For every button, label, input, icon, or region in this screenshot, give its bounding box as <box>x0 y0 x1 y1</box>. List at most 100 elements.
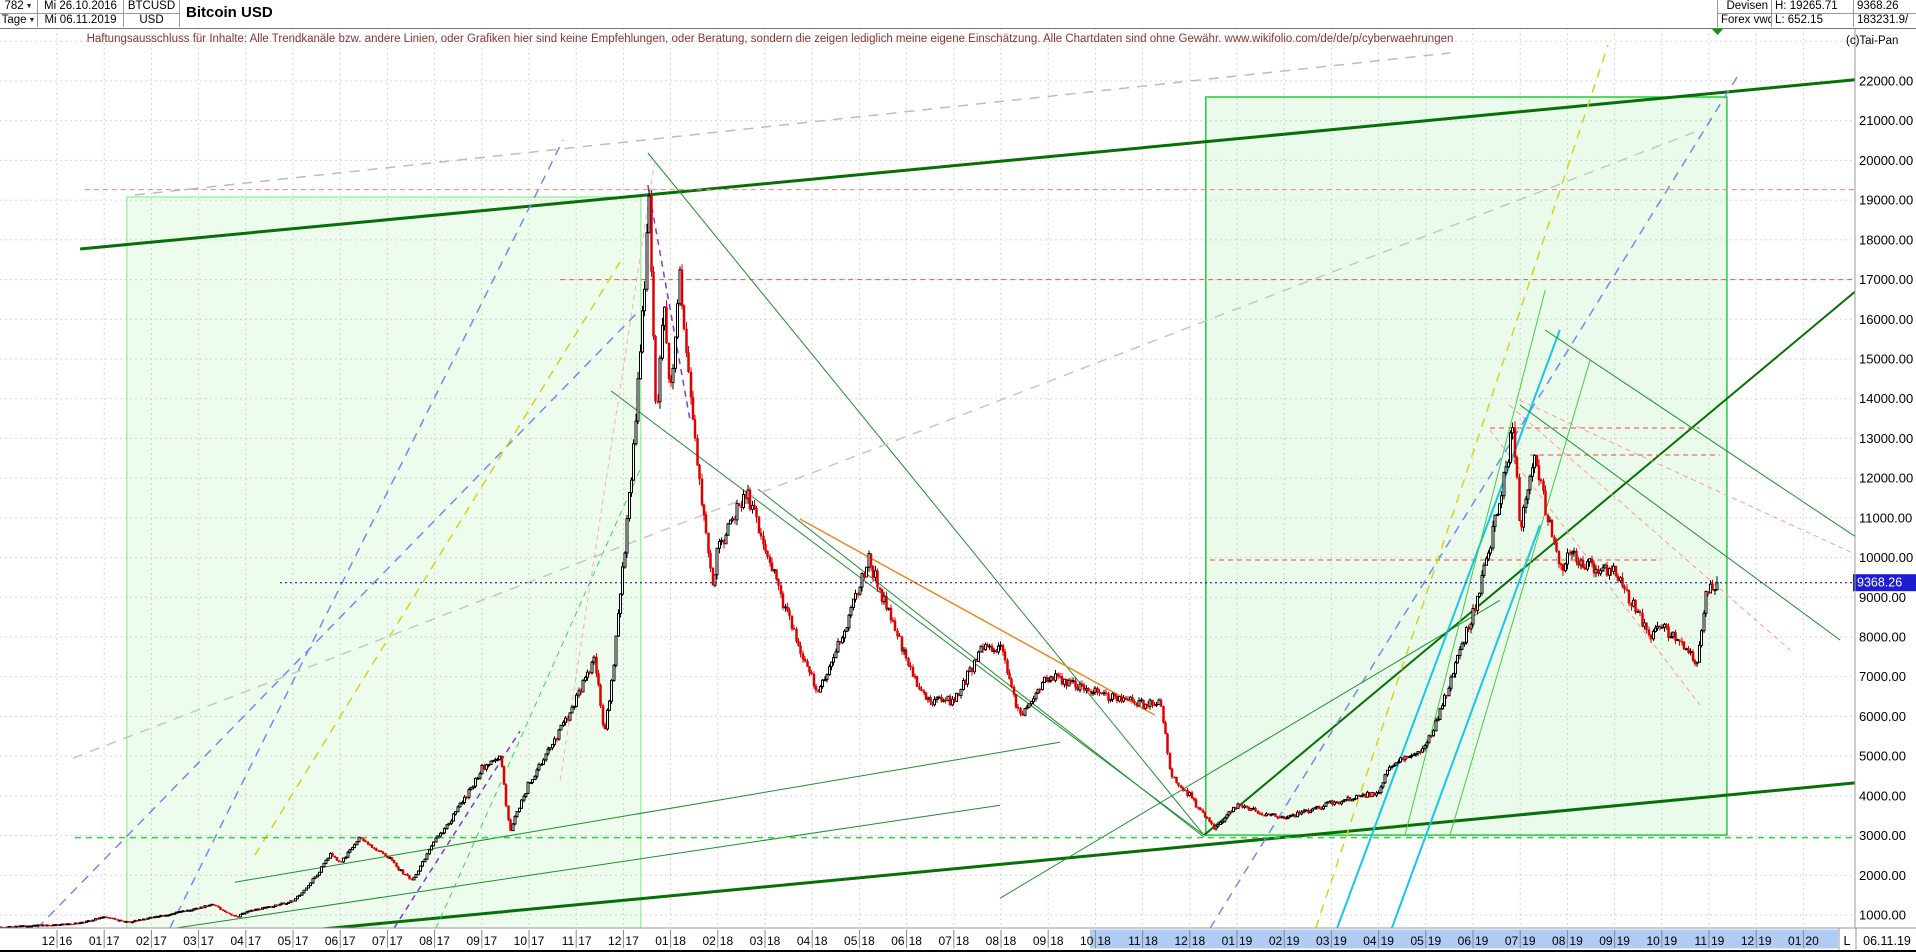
channel-bottom <box>296 781 1855 930</box>
svg-text:16000.00: 16000.00 <box>1859 312 1913 327</box>
svg-text:17000.00: 17000.00 <box>1859 272 1913 287</box>
svg-text:01: 01 <box>655 934 669 948</box>
fan-red-2 <box>1508 404 1791 651</box>
svg-text:17: 17 <box>153 934 167 948</box>
visible-range-highlight[interactable] <box>1090 929 1838 949</box>
svg-text:06: 06 <box>891 934 905 948</box>
svg-text:02: 02 <box>1269 934 1283 948</box>
svg-text:18: 18 <box>1097 934 1111 948</box>
gray-trend-mid <box>72 129 1701 759</box>
svg-text:12000.00: 12000.00 <box>1859 471 1913 486</box>
svg-text:19: 19 <box>1333 934 1347 948</box>
source-label: Forex vwd <box>1717 14 1771 27</box>
svg-text:14000.00: 14000.00 <box>1859 391 1913 406</box>
cyan-trend-2 <box>1390 524 1541 929</box>
svg-text:18000.00: 18000.00 <box>1859 232 1913 247</box>
fan-red-1 <box>1519 399 1855 555</box>
bars-count-dropdown[interactable]: 782 ▼ <box>0 0 38 14</box>
svg-text:6000.00: 6000.00 <box>1859 709 1906 724</box>
svg-text:10000.00: 10000.00 <box>1859 550 1913 565</box>
svg-text:9000.00: 9000.00 <box>1859 590 1906 605</box>
green-marker-icon <box>1712 29 1723 35</box>
support-fan-b <box>159 804 1001 930</box>
symbol-field: BTCUSD <box>124 0 180 14</box>
svg-text:17: 17 <box>248 934 262 948</box>
last-price-value: 9368.26 <box>1853 0 1916 14</box>
svg-text:09: 09 <box>1599 934 1613 948</box>
copyright-label: (c)Tai-Pan <box>1846 35 1898 47</box>
svg-text:17: 17 <box>389 934 403 948</box>
svg-text:01: 01 <box>1222 934 1236 948</box>
svg-text:18: 18 <box>1192 934 1206 948</box>
svg-text:18: 18 <box>1003 934 1017 948</box>
svg-text:08: 08 <box>1552 934 1566 948</box>
yellow-trend-2019 <box>1315 44 1609 929</box>
svg-text:19: 19 <box>1475 934 1489 948</box>
svg-text:20: 20 <box>1805 934 1819 948</box>
svg-text:18: 18 <box>720 934 734 948</box>
grid-layer <box>0 28 1855 928</box>
svg-text:02: 02 <box>136 934 150 948</box>
svg-text:18: 18 <box>814 934 828 948</box>
svg-text:05: 05 <box>844 934 858 948</box>
wedge-down-b <box>1519 404 1841 641</box>
violet-peak <box>647 184 691 421</box>
date-to-field[interactable]: Mi 06.11.2019 <box>38 14 124 27</box>
svg-text:16: 16 <box>59 934 73 948</box>
exchange-label: Devisen <box>1717 0 1771 14</box>
svg-text:02: 02 <box>702 934 716 948</box>
instrument-settings: 782 ▼ Mi 26.10.2016 BTCUSD Tage ▼ Mi 06.11… <box>0 0 180 27</box>
svg-text:13000.00: 13000.00 <box>1859 431 1913 446</box>
wedge-down-a <box>1544 329 1855 537</box>
svg-text:17: 17 <box>437 934 451 948</box>
svg-text:04: 04 <box>1363 934 1377 948</box>
cyan-trend-1 <box>1336 329 1561 929</box>
green-box-2017 <box>126 196 642 930</box>
chart-header: 782 ▼ Mi 26.10.2016 BTCUSD Tage ▼ Mi 06.11… <box>0 0 1916 29</box>
svg-text:17: 17 <box>625 934 639 948</box>
svg-text:08: 08 <box>986 934 1000 948</box>
svg-text:15000.00: 15000.00 <box>1859 352 1913 367</box>
svg-text:09: 09 <box>466 934 480 948</box>
support-fan-a <box>234 741 1061 883</box>
svg-text:19: 19 <box>1522 934 1536 948</box>
svg-text:9368.26: 9368.26 <box>1857 576 1902 590</box>
green-box-2019 <box>1205 96 1728 836</box>
svg-text:17: 17 <box>531 934 545 948</box>
chevron-down-icon: ▼ <box>25 3 33 10</box>
desc-2018-a <box>610 390 1205 836</box>
cross-low-rising <box>999 599 1501 899</box>
date-from-field[interactable]: Mi 26.10.2016 <box>38 0 124 14</box>
svg-text:11: 11 <box>1128 934 1141 948</box>
candlestick-layer <box>0 189 1719 929</box>
svg-text:01: 01 <box>89 934 103 948</box>
svg-text:12: 12 <box>1741 934 1755 948</box>
orange-trend-2018 <box>799 518 1156 716</box>
svg-text:8000.00: 8000.00 <box>1859 630 1906 645</box>
svg-text:7000.00: 7000.00 <box>1859 669 1906 684</box>
svg-text:07: 07 <box>1505 934 1519 948</box>
volume-value: 183231.9/ <box>1853 14 1916 27</box>
high-value: H: 19265.71 <box>1771 0 1853 14</box>
current-price-marker: 9368.26 <box>280 574 1916 592</box>
svg-text:17: 17 <box>578 934 592 948</box>
svg-text:07: 07 <box>938 934 952 948</box>
svg-text:18: 18 <box>673 934 687 948</box>
svg-text:19: 19 <box>1617 934 1631 948</box>
svg-text:19: 19 <box>1569 934 1583 948</box>
svg-text:09: 09 <box>1033 934 1047 948</box>
channel-top <box>79 78 1855 251</box>
period-dropdown[interactable]: Tage ▼ <box>0 14 38 27</box>
gray-trend-top <box>134 52 1450 196</box>
quote-info: Devisen H: 19265.71 9368.26 Forex vwd L:… <box>1717 0 1916 27</box>
svg-text:18: 18 <box>909 934 923 948</box>
trend-2019-steep <box>1203 290 1855 836</box>
instrument-title: Bitcoin USD <box>186 4 273 21</box>
svg-text:18: 18 <box>1050 934 1064 948</box>
svg-text:12: 12 <box>1174 934 1188 948</box>
svg-text:3000.00: 3000.00 <box>1859 828 1906 843</box>
svg-text:12: 12 <box>608 934 622 948</box>
svg-text:11: 11 <box>1695 934 1708 948</box>
svg-text:18: 18 <box>1145 934 1159 948</box>
